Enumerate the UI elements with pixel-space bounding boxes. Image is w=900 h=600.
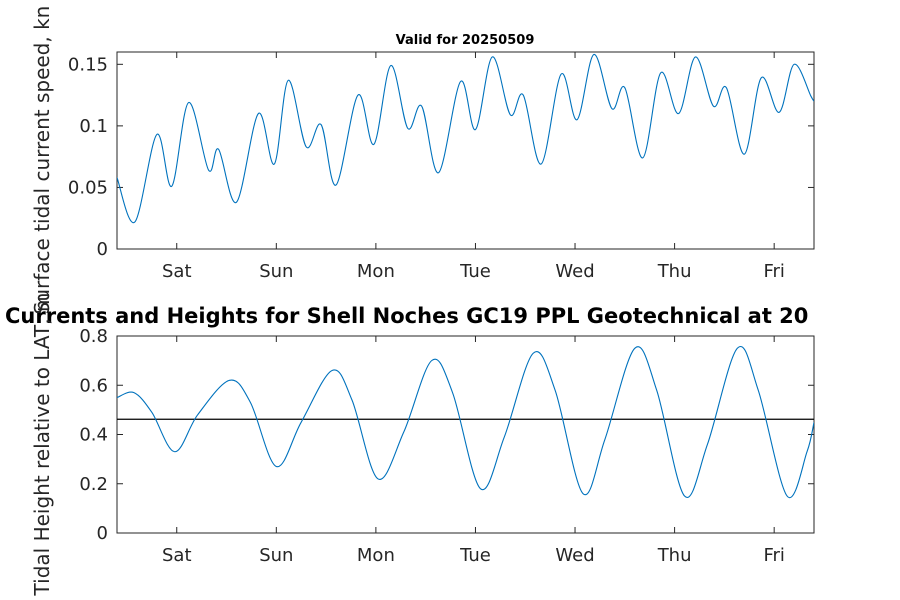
tidal-height-plot: 0 0.2 0.4 0.6 0.8 Sat Sun Mon Tue Wed Thu Fri	[79, 326, 815, 566]
y-tick-label: 0.2	[79, 474, 108, 495]
y-tick-label: 0.6	[79, 375, 108, 396]
x-tick-label: Tue	[459, 545, 491, 566]
station-title: Currents and Heights for Shell Noches GC…	[5, 304, 808, 328]
y-tick-label: 0.15	[68, 54, 108, 75]
x-tick-label: Fri	[763, 545, 784, 566]
x-tick-label: Sun	[259, 261, 293, 282]
x-tick-label: Wed	[555, 545, 594, 566]
x-tick-label: Mon	[357, 545, 395, 566]
y-tick-label: 0.4	[79, 425, 108, 446]
current-speed-plot: 0 0.05 0.1 0.15 Sat Sun Mon Tue Wed Thu Fri	[68, 51, 815, 282]
x-tick-label: Thu	[657, 261, 692, 282]
y-tick-label: 0	[97, 239, 108, 260]
tidal-height-ylabel: Tidal Height relative to LAT, m	[30, 293, 54, 597]
series-line	[117, 346, 814, 499]
plot-frame	[116, 51, 815, 250]
x-tick-label: Sun	[259, 545, 293, 566]
x-tick-label: Sat	[162, 545, 192, 566]
y-tick-label: 0.1	[79, 116, 108, 137]
y-tick-label: 0.8	[79, 326, 108, 347]
x-tick-label: Tue	[459, 261, 491, 282]
y-tick-label: 0.05	[68, 177, 108, 198]
x-tick-label: Fri	[763, 261, 784, 282]
plot-frame	[116, 335, 815, 534]
x-tick-label: Sat	[162, 261, 192, 282]
x-tick-label: Mon	[357, 261, 395, 282]
x-tick-label: Wed	[555, 261, 594, 282]
y-tick-label: 0	[97, 523, 108, 544]
series-line	[117, 53, 814, 223]
valid-date-title: Valid for 20250509	[396, 33, 535, 48]
x-tick-label: Thu	[657, 545, 692, 566]
current-speed-ylabel: Surface tidal current speed, kn	[30, 6, 54, 315]
